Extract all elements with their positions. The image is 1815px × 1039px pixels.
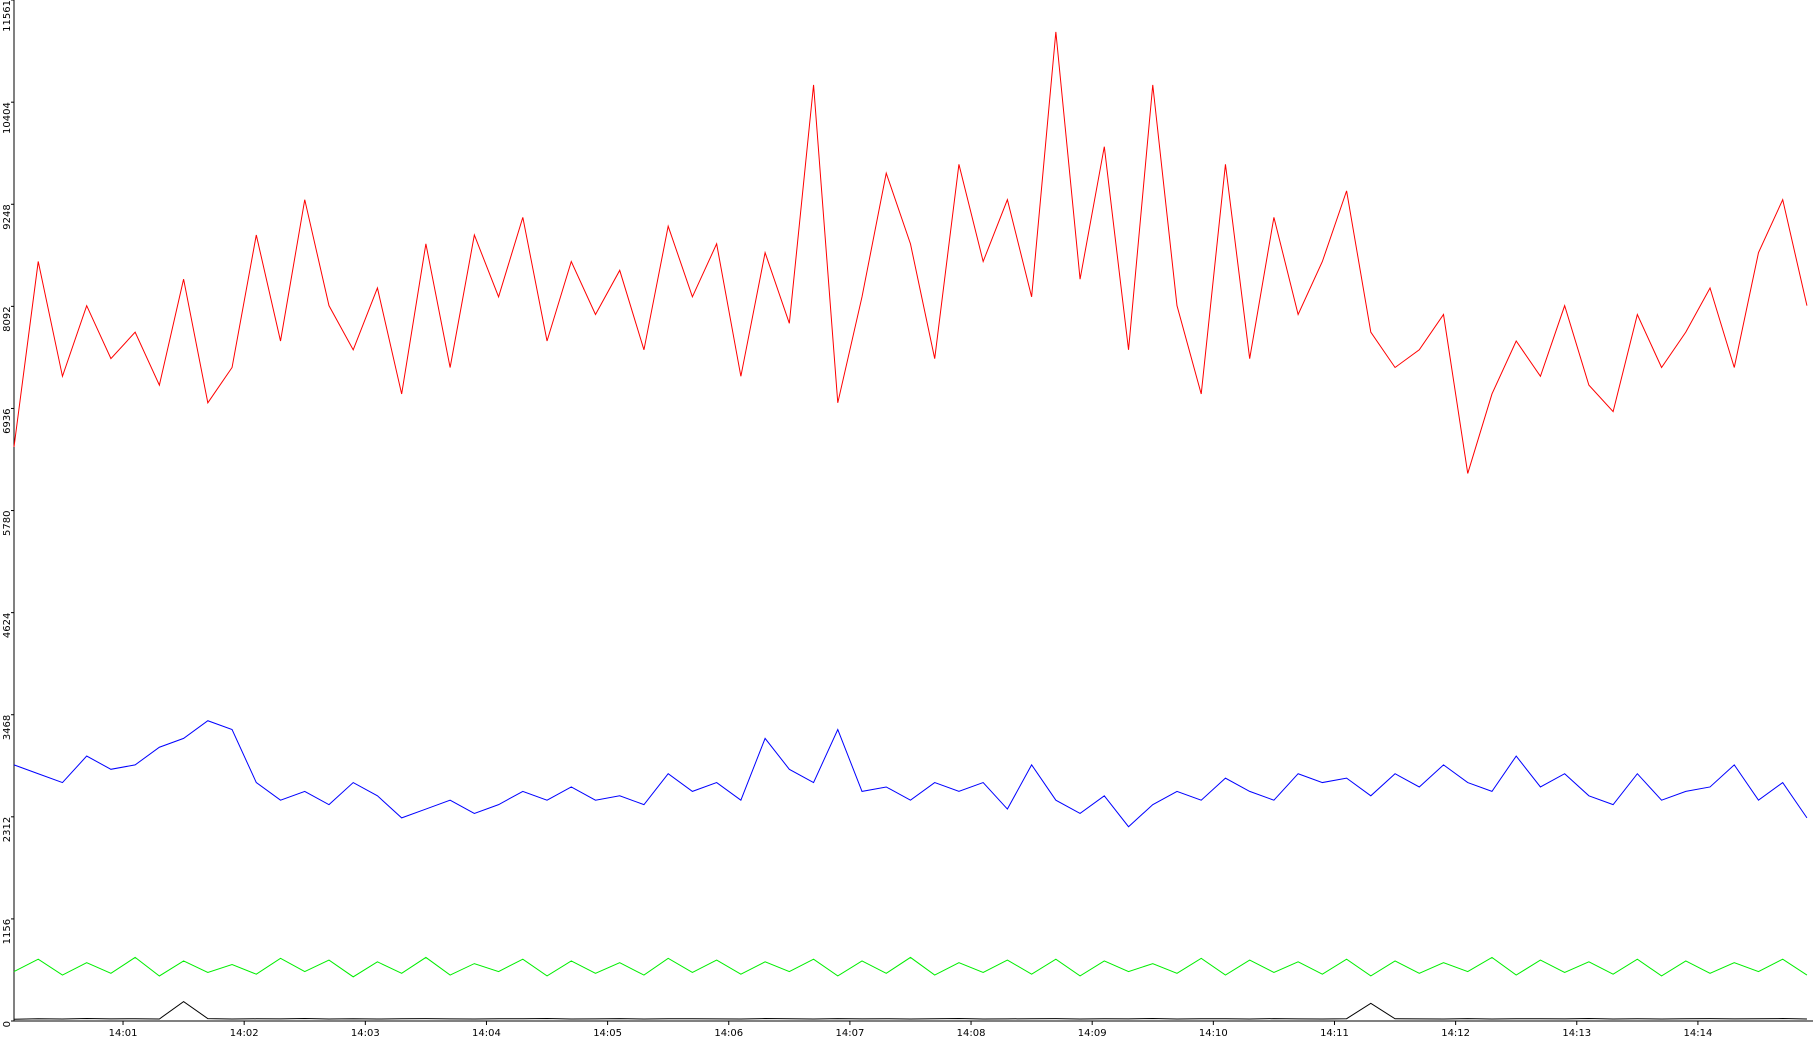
y-tick-label: 2312 [2, 817, 13, 842]
y-tick-label: 8092 [2, 306, 13, 331]
series-line [13, 1000, 1807, 1020]
x-tick-label: 14:14 [1683, 1028, 1712, 1039]
x-tick-label: 14:01 [109, 1028, 138, 1039]
y-tick-label: 9248 [2, 204, 13, 229]
x-tick-label: 14:08 [957, 1028, 986, 1039]
x-tick-label: 14:10 [1199, 1028, 1228, 1039]
y-tick-label: 3468 [2, 715, 13, 740]
series-line [13, 956, 1808, 978]
x-tick-label: 14:13 [1562, 1028, 1591, 1039]
y-tick-label: 4624 [2, 613, 13, 638]
x-tick-label: 14:02 [230, 1028, 259, 1039]
x-tick-label: 14:06 [714, 1028, 743, 1039]
x-tick-label: 14:12 [1441, 1028, 1470, 1039]
y-tick-label: 10404 [2, 102, 13, 134]
x-tick-label: 14:05 [593, 1028, 622, 1039]
y-tick-label: 5780 [2, 511, 13, 536]
x-tick-label: 14:04 [472, 1028, 501, 1039]
y-tick-label: 1156 [2, 919, 13, 944]
y-tick-label: 6936 [2, 408, 13, 433]
x-tick-label: 14:03 [351, 1028, 380, 1039]
y-tick-label: 11561 [2, 0, 13, 32]
series-line [13, 31, 1808, 474]
series-line [13, 720, 1808, 828]
x-tick-label: 14:07 [835, 1028, 864, 1039]
x-tick-label: 14:11 [1320, 1028, 1349, 1039]
y-tick-label: 0 [2, 1021, 13, 1027]
x-tick-label: 14:09 [1078, 1028, 1107, 1039]
